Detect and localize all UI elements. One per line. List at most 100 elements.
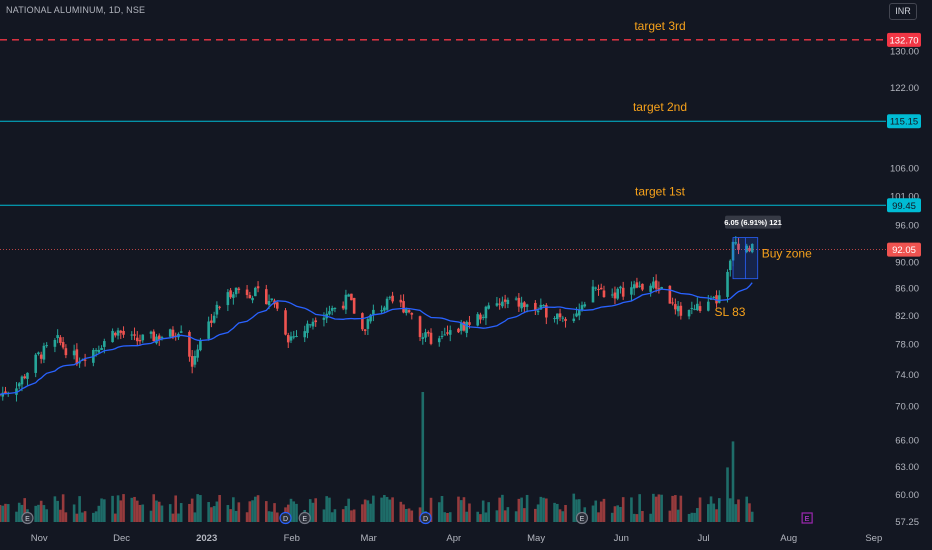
volume-bar (328, 497, 331, 522)
volume-bar (383, 495, 386, 522)
volume-bar (149, 510, 153, 522)
volume-bar (517, 498, 521, 522)
x-tick-label: Mar (360, 533, 376, 544)
volume-bar (171, 513, 175, 522)
candle-body (1, 392, 5, 397)
candle-body (188, 331, 191, 357)
volume-bar (462, 497, 466, 522)
candle-body (160, 337, 164, 339)
volume-bar (429, 497, 433, 522)
volume-bar (248, 501, 252, 522)
volume-bar (481, 500, 485, 522)
y-tick-label: 130.00 (890, 47, 919, 58)
earnings-marker-icon: E (575, 511, 589, 525)
volume-bar (234, 510, 238, 522)
candle-body (122, 330, 125, 335)
volume-bar (545, 498, 548, 522)
candle-body (599, 287, 603, 290)
candle-body (715, 295, 718, 304)
volume-bar (388, 499, 392, 522)
candle-body (264, 289, 268, 305)
volume-bar (229, 509, 232, 522)
volume-bars (0, 392, 754, 522)
candle-body (303, 331, 307, 338)
candle-body (525, 304, 529, 307)
currency-button[interactable]: INR (889, 3, 917, 20)
volume-bar (553, 502, 556, 522)
volume-bar (676, 509, 680, 522)
target-annotation: target 1st (635, 184, 686, 198)
volume-bar (657, 494, 661, 522)
candle-body (632, 284, 636, 289)
volume-bar (498, 497, 501, 522)
volume-bar (520, 497, 523, 522)
volume-bar (476, 511, 479, 522)
y-tick-label: 101.00 (890, 191, 919, 202)
candle-body (39, 354, 43, 359)
volume-bar (405, 508, 408, 522)
volume-bar (501, 494, 504, 522)
level-badge (887, 198, 921, 213)
volume-bar (39, 500, 43, 522)
candle-body (333, 307, 337, 309)
level-badge (887, 32, 921, 47)
candle-body (602, 290, 606, 298)
volume-bar (385, 496, 389, 522)
candle-body (218, 306, 221, 308)
candle-body (226, 292, 230, 306)
candle-body (78, 362, 81, 364)
candle-body (654, 280, 658, 289)
volume-bar (37, 504, 40, 522)
candle-body (693, 308, 696, 310)
volume-bar (674, 495, 677, 522)
event-marker-frame (279, 511, 292, 525)
candle-body (72, 350, 76, 356)
candle-body (468, 322, 471, 325)
y-tick-label: 82.00 (895, 311, 919, 322)
volume-bar (232, 497, 235, 522)
candle-body (459, 323, 463, 331)
level-badge-label: 99.45 (892, 201, 916, 212)
volume-bar (726, 467, 729, 522)
candle-body (111, 330, 114, 343)
candle-body (542, 305, 545, 307)
volume-bar (610, 512, 614, 522)
y-tick-label: 106.00 (890, 164, 919, 175)
volume-bar (679, 495, 683, 522)
candle-body (706, 301, 710, 311)
candle-body (212, 315, 216, 323)
measure-tooltip-text: 6.05 (6.91%) 121 (724, 218, 782, 227)
volume-bar (267, 511, 271, 522)
candle-body (352, 297, 356, 314)
candle-body (717, 295, 721, 303)
volume-bar (602, 498, 606, 522)
volume-bar (78, 496, 81, 522)
event-marker-letter: D (423, 516, 428, 523)
candle-body (248, 295, 252, 299)
candle-body (100, 347, 103, 351)
volume-bar (275, 512, 279, 522)
x-tick-label: Apr (446, 533, 461, 544)
candle-body (649, 285, 652, 292)
candle-body (465, 321, 469, 333)
candle-body (23, 376, 27, 379)
volume-bar (654, 496, 658, 522)
earnings-marker-icon: E (298, 511, 311, 525)
volume-bar (15, 511, 18, 522)
volume-bar (341, 509, 345, 522)
candle-body (94, 350, 98, 352)
candle-body (448, 330, 452, 335)
volume-bar (273, 503, 276, 522)
candle-body (215, 304, 219, 315)
candle-body (311, 321, 315, 327)
candle-body (149, 331, 153, 334)
dividend-marker-icon: D (279, 511, 292, 525)
candle-body (575, 313, 578, 317)
candle-body (564, 318, 567, 321)
candle-body (690, 307, 694, 309)
x-tick-label: 2023 (196, 533, 217, 544)
candle-body (698, 306, 702, 311)
volume-bar (613, 506, 617, 522)
